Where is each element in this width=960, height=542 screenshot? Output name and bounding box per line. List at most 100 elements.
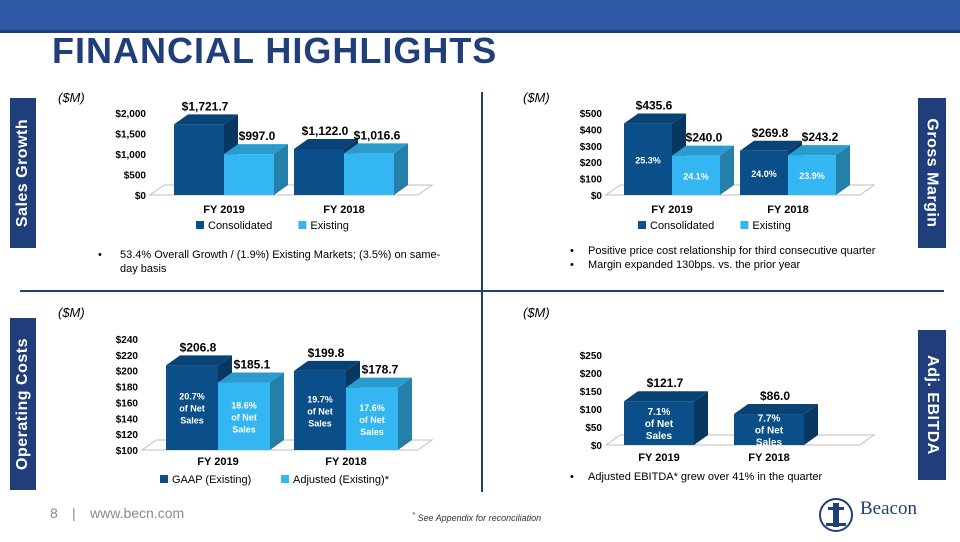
bar-top [624,113,686,124]
data-label: $1,122.0 [302,124,349,138]
y-tick-label: $300 [580,142,603,153]
category-label: FY 2019 [197,456,238,468]
data-label: $435.6 [636,99,673,113]
quadrant-divider-vertical [481,92,483,492]
y-tick-label: $140 [116,414,139,425]
bar-existing-0 [224,154,274,195]
bar-side [270,372,284,450]
bar-top [218,372,284,383]
side-tab-gross-margin: Gross Margin [918,98,946,248]
bar-inner-line: 18.6% [231,400,257,410]
category-label: FY 2019 [203,204,244,216]
bar-side [274,144,288,195]
bar-top [166,355,232,366]
bar-inner-line: of Net [359,415,385,425]
bar-side [694,391,708,445]
bar-top [344,143,408,154]
bar-gaap-existing--1 [294,370,346,450]
bar-adjusted-existing--0 [218,382,270,450]
logo-wordmark: Beacon [860,498,917,519]
legend-label: Consolidated [208,220,272,232]
bar-top [346,377,412,388]
footer-website-link[interactable]: www.becn.com [90,505,185,521]
data-label: $1,721.7 [182,99,229,113]
operating-costs-chart: $100 $120 $140 $160 $180 $200 $220 $240 $206.8 20… [116,335,434,486]
bar-inner-label: 18.6% of Net Sales [231,400,257,434]
bar-inner-line: 20.7% [179,392,205,402]
bar-consolidated-0 [174,124,224,195]
data-label: $86.0 [760,389,790,403]
bar-top [224,144,288,155]
bullet-dot: • [98,249,102,261]
bar-adj-ebitda-1 [734,414,804,445]
bar-existing-1 [788,155,836,195]
bar-inner-label: 7.7% of Net Sales [755,414,784,449]
legend-swatch [196,221,204,229]
data-label: $240.0 [686,131,723,145]
bar-inner-line: Sales [360,427,384,437]
bar-top [174,114,238,125]
data-label: $1,016.6 [354,128,401,142]
legend-label: Existing [752,220,791,232]
bar-inner-line: of Net [179,404,205,414]
bar-inner-label: 24.1% [683,171,709,181]
side-tab-operating-costs: Operating Costs [10,318,36,490]
bar-inner-line: 17.6% [359,403,385,413]
bar-consolidated-1 [294,148,344,195]
category-label: FY 2018 [323,204,364,216]
footnote: * See Appendix for reconciliation [412,510,541,523]
sales-growth-chart: $0 $500 $1,000 $1,500 $2,000 $1,721.7 $997.0 FY… [115,99,434,232]
bar-inner-label: 23.9% [799,171,825,181]
bullet-margin-line1: Positive price cost relationship for thi… [588,245,876,257]
legend-swatch [160,475,168,483]
y-tick-label: $220 [116,351,139,362]
bar-top [734,404,818,415]
legend-swatch [740,221,749,229]
data-label: $199.8 [308,346,345,360]
bar-adjusted-existing--1 [346,387,398,450]
unit-label-opex: ($M) [58,305,85,320]
bar-top [672,145,734,156]
y-tick-label: $0 [591,441,603,452]
data-label: $206.8 [180,340,217,354]
y-tick-label: $200 [580,158,603,169]
bar-inner-line: 19.7% [307,394,333,404]
bar-inner-line: Sales [232,424,256,434]
bar-top [294,138,358,149]
category-label: FY 2019 [638,452,679,464]
category-label: FY 2018 [748,452,789,464]
bar-inner-line: Sales [180,416,204,426]
bar-inner-line: of Net [645,419,674,430]
bullet-sales-line1: 53.4% Overall Growth / (1.9%) Existing M… [120,249,441,261]
top-banner [0,0,960,30]
unit-label-sales: ($M) [58,90,85,105]
bar-top [740,140,802,151]
adj-ebitda-chart: $0$50$100$150$200$250$121.77.1% of Net Sal… [580,351,876,464]
y-tick-label: $500 [580,109,603,120]
bar-consolidated-1 [740,150,788,195]
bar-inner-line: 23.9% [799,171,825,181]
bar-existing-0 [672,155,720,195]
bar-top [294,360,360,371]
y-tick-label: $0 [135,191,147,202]
category-label: FY 2019 [651,204,692,216]
gross-margin-chart: $0 $100 $200 $300 $400 $500 $435.6 25.3% $240.0 2… [580,99,876,232]
y-tick-label: $200 [116,367,139,378]
y-tick-label: $1,000 [115,150,146,161]
quadrant-divider-horizontal [20,290,944,292]
y-tick-label: $500 [124,171,147,182]
bullet-margin-line2: Margin expanded 130bps. vs. the prior ye… [588,259,801,271]
bar-adj-ebitda-0 [624,401,694,445]
legend-label: Consolidated [650,220,714,232]
side-tab-sales-growth: Sales Growth [10,98,36,248]
bullet-sales-line2: day basis [120,263,167,275]
bar-inner-line: of Net [231,412,257,422]
data-label: $243.2 [802,130,839,144]
unit-label-margin: ($M) [523,90,550,105]
legend-label: GAAP (Existing) [172,474,251,486]
data-label: $269.8 [752,126,789,140]
bar-inner-label: 25.3% [635,155,661,165]
y-tick-label: $120 [116,430,139,441]
footer-separator: | [72,505,76,521]
legend-swatch [298,221,307,229]
